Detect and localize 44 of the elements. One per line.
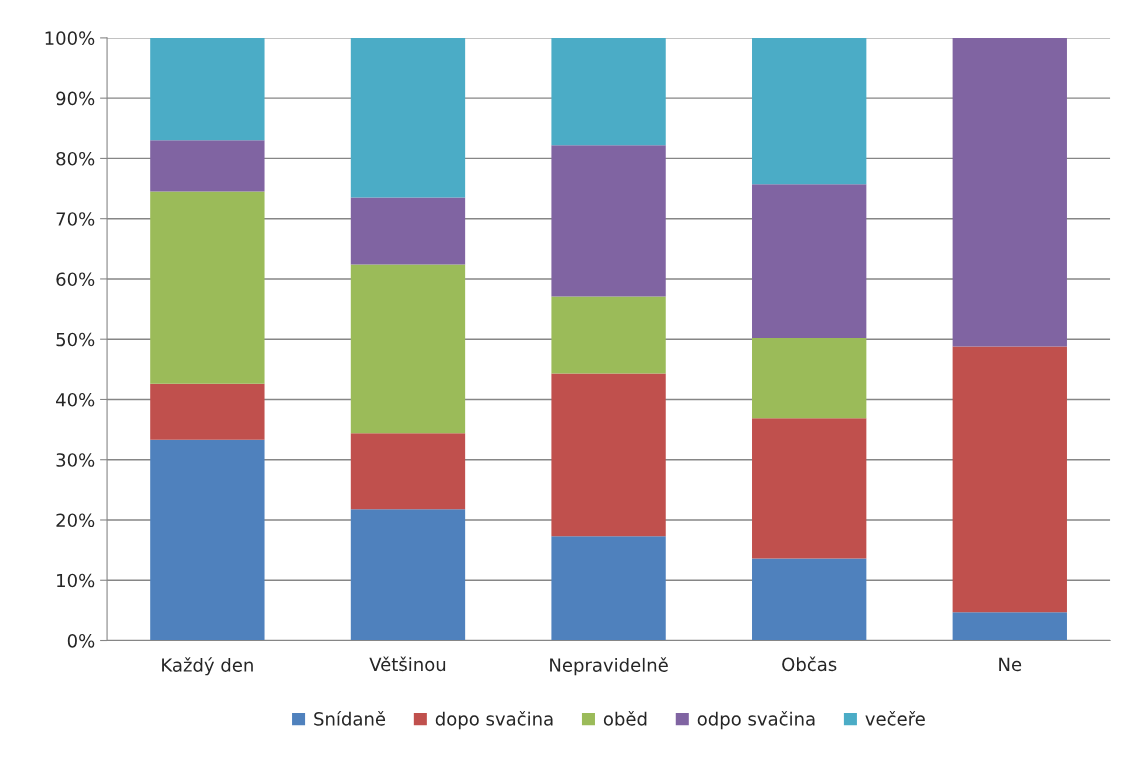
- x-tick-label: Občas: [782, 656, 837, 672]
- legend-label: Snídaně: [314, 710, 386, 726]
- bar: [952, 346, 1067, 613]
- bar: [350, 264, 466, 434]
- bar: [150, 37, 265, 141]
- y-tick-label: 30%: [56, 453, 95, 467]
- bar: [350, 197, 466, 265]
- bar: [952, 37, 1067, 347]
- bar: [150, 383, 265, 440]
- bar: [752, 338, 867, 419]
- bar: [150, 191, 265, 384]
- bar: [752, 418, 867, 559]
- legend-label: večeře: [865, 710, 925, 726]
- legend-label: odpo svačina: [697, 710, 815, 730]
- y-tick-label: 80%: [56, 151, 95, 166]
- y-tick-label: 50%: [56, 332, 95, 347]
- x-tick-label: Ne: [999, 657, 1022, 672]
- bar: [752, 37, 867, 185]
- y-tick-label: 40%: [56, 392, 95, 407]
- bar: [551, 296, 666, 374]
- y-tick-label: 20%: [56, 513, 95, 528]
- bar: [952, 612, 1067, 641]
- bar: [350, 37, 466, 198]
- bar: [150, 439, 265, 641]
- x-tick-label: Každý den: [162, 657, 253, 676]
- x-tick-label: Nepravidelně: [550, 657, 668, 676]
- y-tick-label: 10%: [57, 573, 95, 588]
- y-tick-label: 0%: [67, 633, 95, 648]
- bar: [551, 37, 666, 146]
- bar: [752, 558, 867, 641]
- y-tick-label: 70%: [56, 212, 95, 226]
- bar: [350, 433, 466, 510]
- bar: [551, 145, 666, 297]
- y-tick-label: 100%: [45, 31, 95, 46]
- bar: [150, 140, 265, 192]
- legend-label: dopo svačina: [435, 710, 553, 730]
- bar: [551, 536, 666, 641]
- bar: [551, 373, 666, 537]
- y-tick-label: 60%: [56, 272, 95, 287]
- bar: [350, 509, 466, 641]
- bar: [752, 184, 867, 338]
- x-tick-label: Většinou: [369, 656, 446, 672]
- y-tick-label: 90%: [56, 91, 95, 106]
- legend-label: oběd: [603, 710, 647, 726]
